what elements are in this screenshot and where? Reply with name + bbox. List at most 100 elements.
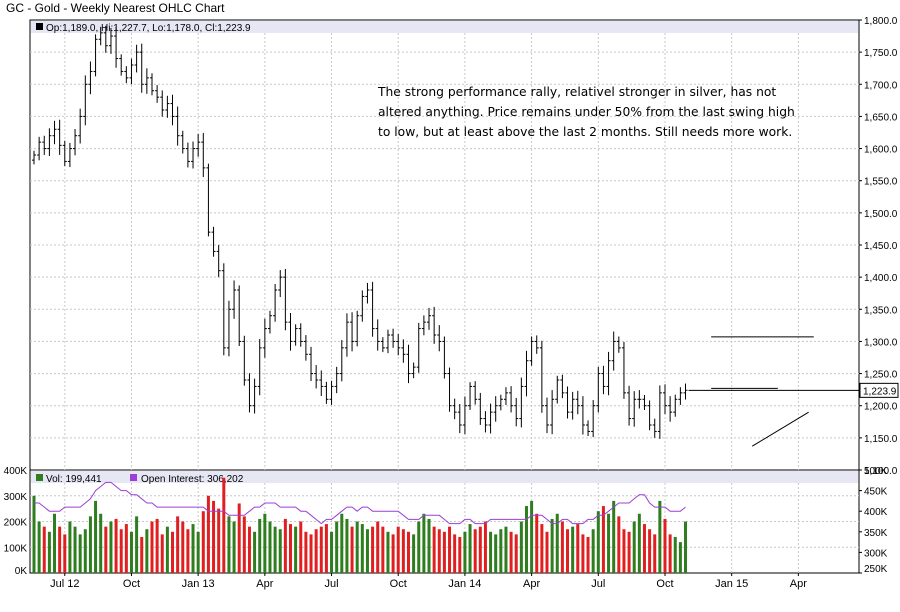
ohlc-bar: [683, 383, 688, 400]
ohlc-bar: [175, 106, 180, 146]
price-tick-label: 1,100.0: [864, 466, 898, 477]
ohlc-bar: [93, 34, 98, 77]
volume-bar: [258, 518, 262, 573]
ohlc-bar: [565, 386, 570, 419]
ohlc-bar: [570, 391, 575, 420]
ohlc-bar: [216, 245, 221, 278]
ohlc-bar: [401, 339, 406, 363]
volume-bar: [171, 531, 175, 573]
ohlc-bar: [334, 366, 339, 394]
volume-bar: [201, 511, 205, 573]
volume-bar: [273, 526, 277, 573]
price-tick-label: 1,750.0: [864, 48, 898, 59]
volume-bar: [560, 521, 564, 573]
ohlc-bar: [114, 26, 119, 68]
ohlc-bar: [144, 68, 149, 94]
ohlc-bar: [391, 328, 396, 348]
ohlc-bar: [621, 341, 626, 399]
x-tick-label: Jan 14: [448, 578, 481, 590]
volume-bar: [391, 534, 395, 573]
volume-bar: [73, 526, 77, 573]
volume-bar: [63, 534, 67, 573]
volume-bar: [53, 513, 57, 573]
ohlc-bar: [32, 150, 36, 165]
volume-bar: [340, 513, 344, 573]
price-tick-label: 1,250.0: [864, 370, 898, 381]
volume-bar: [468, 524, 472, 573]
ohlc-bar: [170, 94, 175, 126]
ohlc-bar: [83, 75, 88, 126]
ohlc-bar: [611, 331, 616, 371]
ohlc-bar: [498, 394, 503, 411]
ohlc-bar: [365, 282, 370, 304]
volume-bar: [442, 531, 446, 573]
ohlc-bar: [555, 375, 560, 404]
volume-bar: [668, 534, 672, 573]
volume-bar: [376, 521, 380, 573]
ohlc-bar: [427, 307, 432, 330]
ohlc-bar: [262, 318, 267, 358]
volume-bar: [509, 531, 513, 573]
ohlc-bar: [421, 315, 426, 336]
volume-tick-label: 300K: [4, 492, 28, 503]
volume-bar: [601, 506, 605, 573]
volume-bar: [612, 500, 616, 573]
ohlc-bar: [524, 350, 529, 397]
volume-bar: [663, 518, 667, 573]
volume-bar: [684, 521, 688, 573]
ohlc-bar: [657, 385, 662, 439]
volume-bar: [437, 529, 441, 573]
volume-bar: [365, 529, 369, 573]
ohlc-bar: [206, 163, 211, 237]
volume-bar: [88, 516, 92, 573]
ohlc-bar: [124, 66, 129, 84]
volume-bar: [448, 526, 452, 573]
volume-bar: [627, 531, 631, 573]
ohlc-bar: [283, 269, 288, 331]
oi-tick-label: 450K: [864, 487, 888, 498]
ohlc-bar: [503, 387, 508, 405]
ohlc-bar: [108, 27, 113, 54]
volume-bar: [478, 526, 482, 573]
ohlc-bar: [344, 313, 349, 357]
volume-bar: [181, 521, 185, 573]
ohlc-bar: [314, 365, 319, 389]
ohlc-bar: [298, 323, 303, 347]
volume-bar: [381, 526, 385, 573]
volume-bar: [360, 524, 364, 573]
volume-bar: [247, 526, 251, 573]
ohlc-bar: [370, 281, 375, 337]
time-axis: Jul 12 Oct Jan 13 Apr Jul Oct Jan 14 Apr Jul Oct J…: [50, 573, 807, 590]
volume-bar: [499, 529, 503, 573]
volume-bar: [576, 524, 580, 573]
ohlc-bar: [662, 384, 667, 415]
ohlc-bar: [165, 95, 170, 118]
ohlc-bar: [211, 226, 216, 257]
volume-bar: [94, 500, 98, 573]
ohlc-bar: [98, 26, 103, 46]
oi-tick-label: 350K: [864, 528, 888, 539]
volume-bar: [47, 531, 51, 573]
ohlc-bar: [457, 404, 462, 434]
volume-bar: [458, 536, 462, 573]
volume-bar: [129, 531, 133, 573]
volume-bar: [212, 500, 216, 573]
volume-bar: [150, 521, 154, 573]
ohlc-bar: [319, 370, 324, 396]
ohlc-bar: [473, 381, 478, 405]
volume-bar: [58, 526, 62, 573]
volume-bar: [191, 524, 195, 573]
volume-bar: [186, 529, 190, 573]
x-tick-label: Oct: [390, 578, 407, 590]
ohlc-bar: [62, 140, 67, 167]
volume-legend-swatch: [36, 474, 43, 481]
price-tick-label: 1,600.0: [864, 145, 898, 156]
volume-bar: [637, 513, 641, 573]
ohlc-bar: [493, 396, 498, 422]
ohlc-bar: [442, 336, 447, 379]
ohlc-bar: [406, 344, 411, 384]
ohlc-bar: [627, 385, 632, 426]
ohlc-bar: [57, 119, 62, 155]
ohlc-bar: [483, 411, 488, 433]
volume-bar: [104, 526, 108, 573]
